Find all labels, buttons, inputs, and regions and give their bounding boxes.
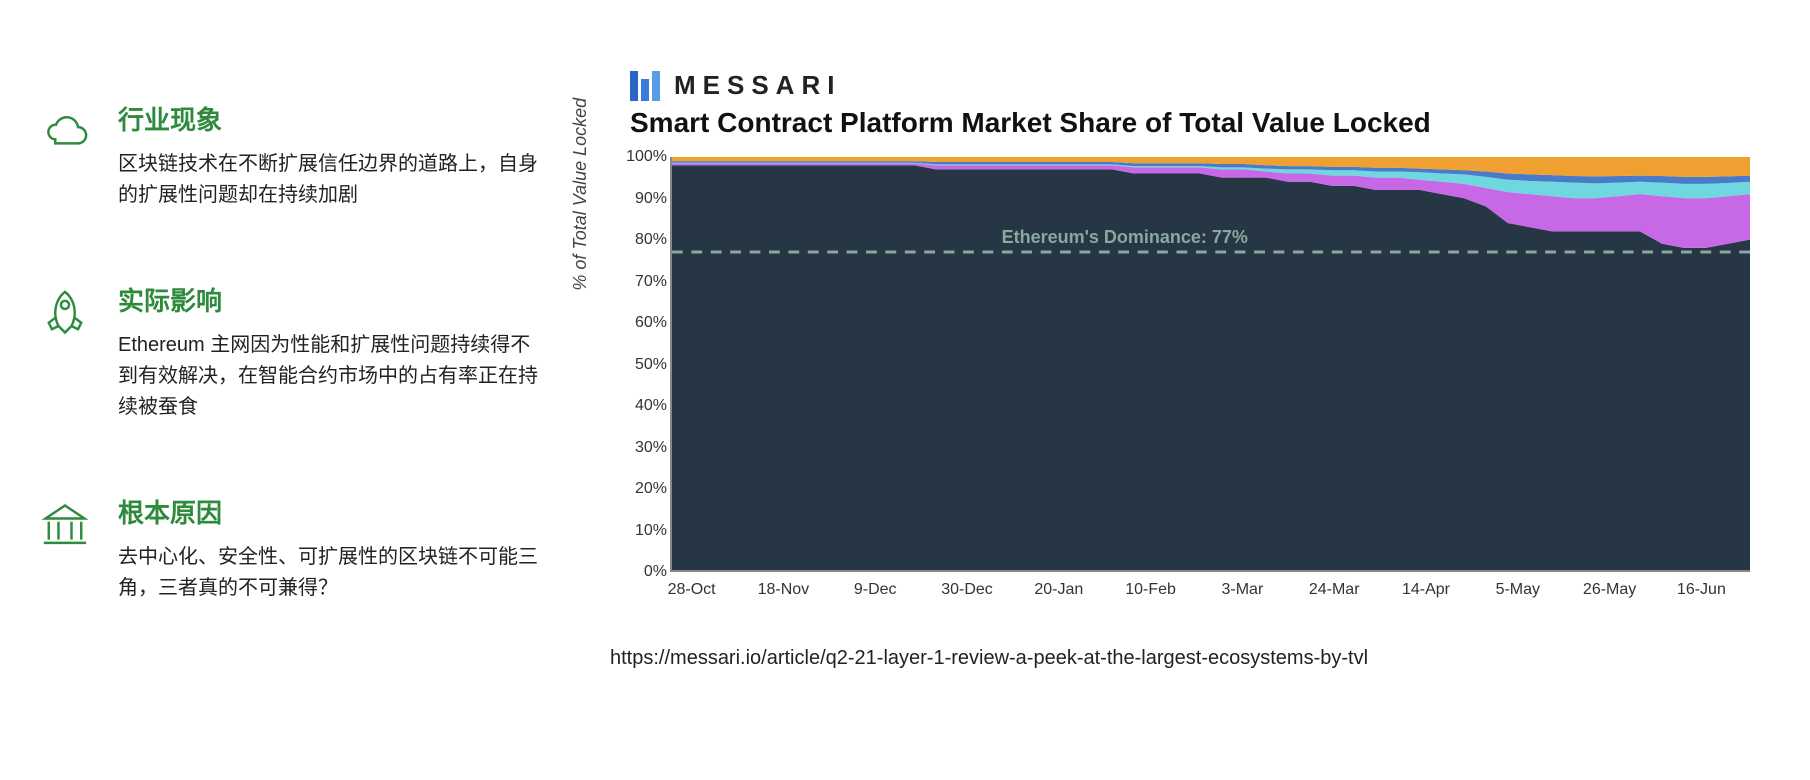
rocket-icon (30, 281, 100, 339)
y-tick: 80% (625, 231, 667, 249)
y-tick: 20% (625, 480, 667, 498)
x-tick: 10-Feb (1125, 581, 1176, 599)
x-tick: 20-Jan (1034, 581, 1083, 599)
x-tick: 16-Jun (1677, 581, 1726, 599)
point-body: 去中心化、安全性、可扩展性的区块链不可能三角，三者真的不可兼得？ (118, 542, 540, 604)
point-title: 行业现象 (118, 100, 540, 137)
brand: MESSARI (630, 70, 1760, 101)
point-body: 区块链技术在不断扩展信任边界的道路上，自身的扩展性问题却在持续加剧 (118, 149, 540, 211)
point-title: 根本原因 (118, 493, 540, 530)
left-column: 行业现象 区块链技术在不断扩展信任边界的道路上，自身的扩展性问题却在持续加剧 实… (30, 100, 540, 674)
x-tick: 24-Mar (1309, 581, 1360, 599)
point-root-cause: 根本原因 去中心化、安全性、可扩展性的区块链不可能三角，三者真的不可兼得？ (30, 493, 540, 604)
x-tick: 18-Nov (758, 581, 810, 599)
chart-title: Smart Contract Platform Market Share of … (630, 107, 1760, 139)
y-tick: 100% (625, 148, 667, 166)
point-title: 实际影响 (118, 281, 540, 318)
dominance-label: Ethereum's Dominance: 77% (1002, 227, 1248, 248)
x-tick: 26-May (1583, 581, 1636, 599)
point-body: Ethereum 主网因为性能和扩展性问题持续得不到有效解决，在智能合约市场中的… (118, 330, 540, 423)
x-tick: 5-May (1496, 581, 1540, 599)
y-tick: 70% (625, 273, 667, 291)
bank-icon (30, 493, 100, 551)
y-tick: 0% (625, 563, 667, 581)
point-impact: 实际影响 Ethereum 主网因为性能和扩展性问题持续得不到有效解决，在智能合… (30, 281, 540, 423)
brand-name: MESSARI (674, 70, 841, 101)
y-tick: 30% (625, 439, 667, 457)
x-tick: 28-Oct (668, 581, 716, 599)
y-tick: 40% (625, 397, 667, 415)
messari-logo-icon (630, 71, 664, 101)
plot-area: Ethereum's Dominance: 77% (670, 157, 1750, 572)
point-industry: 行业现象 区块链技术在不断扩展信任边界的道路上，自身的扩展性问题却在持续加剧 (30, 100, 540, 211)
y-tick: 90% (625, 190, 667, 208)
x-tick: 30-Dec (941, 581, 993, 599)
source-url: https://messari.io/article/q2-21-layer-1… (610, 647, 1760, 670)
x-tick: 3-Mar (1222, 581, 1264, 599)
cloud-icon (30, 100, 100, 158)
x-tick: 14-Apr (1402, 581, 1450, 599)
chart: % of Total Value Locked Ethereum's Domin… (580, 147, 1760, 627)
y-tick: 50% (625, 356, 667, 374)
x-tick: 9-Dec (854, 581, 897, 599)
y-tick: 10% (625, 522, 667, 540)
y-axis-label: % of Total Value Locked (570, 98, 591, 291)
y-tick: 60% (625, 314, 667, 332)
right-column: MESSARI Smart Contract Platform Market S… (580, 70, 1760, 670)
